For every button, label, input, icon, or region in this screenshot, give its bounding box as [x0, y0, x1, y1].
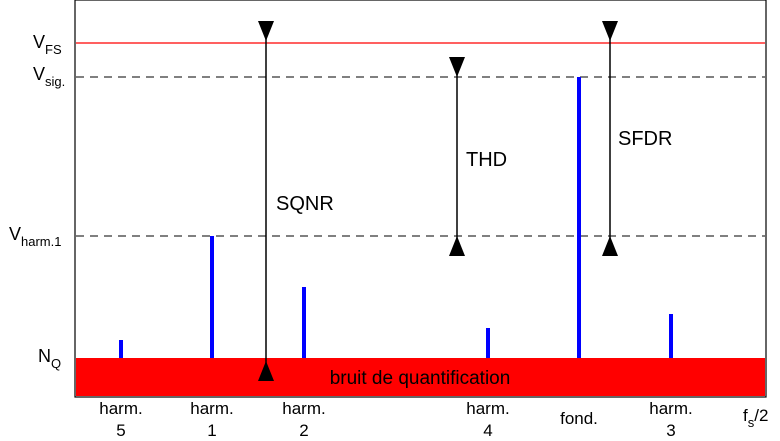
- harm2-label-2: 2: [299, 421, 308, 440]
- sqnr-label: SQNR: [276, 193, 334, 215]
- harm2-label-1: harm.: [282, 399, 325, 418]
- vsig-label: Vsig.: [33, 64, 65, 89]
- sfdr-arrow: [602, 21, 618, 256]
- vharm-label: Vharm.1: [9, 224, 61, 249]
- thd-arrow: [449, 57, 465, 256]
- fs-half-label: fs/2: [743, 406, 768, 430]
- nq-label: NQ: [38, 346, 61, 371]
- harm1-label-2: 1: [207, 421, 216, 440]
- vfs-label: VFS: [33, 32, 62, 57]
- harm4-label-2: 4: [483, 421, 492, 440]
- harm3-label-2: 3: [666, 421, 675, 440]
- harm5-label-2: 5: [116, 421, 125, 440]
- harm4-label-1: harm.: [466, 399, 509, 418]
- harm3-label-1: harm.: [649, 399, 692, 418]
- harm1-label-1: harm.: [190, 399, 233, 418]
- plot-frame: [74, 0, 767, 398]
- sqnr-arrow: [258, 21, 274, 381]
- fundamental-label: fond.: [560, 409, 598, 428]
- sfdr-label: SFDR: [618, 128, 672, 150]
- quantization-noise-band: [76, 358, 765, 396]
- thd-label: THD: [466, 149, 507, 171]
- harm5-label-1: harm.: [99, 399, 142, 418]
- noise-floor-label: bruit de quantification: [330, 368, 511, 389]
